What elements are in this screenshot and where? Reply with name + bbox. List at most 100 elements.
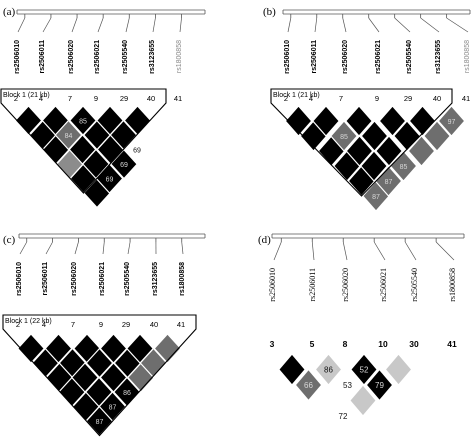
snp-name: rs2506020 [341,268,350,302]
ld-cell [314,353,343,386]
snp-name: rs2506021 [94,40,101,74]
snp-connector [404,241,417,261]
snp-connector [71,17,78,33]
snp-connector [127,241,131,255]
ld-cell [313,384,342,417]
snp-connector [342,241,348,261]
position-number: 4 [42,320,46,329]
ld-cell [384,353,413,386]
snp-connector [152,17,156,33]
ld-cell [150,105,179,136]
position-number: 41 [174,94,182,103]
ld-value: 97 [448,119,456,126]
ld-cell [360,150,388,182]
panel-c: (c) rs2506010 rs2506011 rs2506020 rs2506021 r… [2,233,206,437]
snp-name: rs2506021 [375,40,382,74]
position-number: 7 [339,94,343,103]
position-number: 4 [309,94,313,103]
ld-cell [350,353,378,386]
position-number: 41 [177,320,185,329]
ld-cell [378,105,407,137]
snp-name: rs3123655 [149,40,156,74]
haplotype-block-outline [0,88,167,194]
ld-cell [408,105,437,137]
ld-cell [329,399,357,433]
position-number: 29 [122,320,130,329]
ld-value: 69 [106,176,114,183]
position-number: 2 [16,320,20,329]
ld-cell [312,105,340,137]
ld-cell [349,384,377,417]
position-number: 7 [71,320,75,329]
block-label: Block 1 (21 kb) [3,92,50,99]
snp-connector [42,17,52,33]
ld-value: 87 [109,404,117,411]
ld-value: 86 [123,390,131,397]
snp-name: rs2506010 [284,40,291,74]
position-number: 29 [404,94,412,103]
position-number: 41 [462,94,470,103]
position-number: 9 [94,94,98,103]
panel-a: (a) rs2506010 rs2506011 rs2506020 rs2506021 r… [0,6,206,209]
snp-name: rs2506020 [68,40,75,74]
snp-name: rs1800858 [448,268,457,302]
snp-name: rs2506021 [99,262,106,296]
panel-label: (b) [263,6,276,18]
ld-cell [389,150,418,182]
snp-connector [97,17,104,33]
ld-cell [384,384,413,417]
snp-name: rs1800858 [176,40,183,73]
position-number: 10 [378,339,388,349]
snp-name: rs2506010 [14,40,21,74]
ld-cell [365,368,394,402]
ld-value: 85 [400,164,408,171]
snp-connector [394,17,411,33]
ld-value: 87 [385,179,393,186]
ld-value: 66 [304,381,313,390]
ld-cell [374,165,403,197]
haplotype-block-outline [270,88,453,197]
snp-name: rs2506011 [39,40,46,74]
ld-cell [360,120,389,152]
position-number: 2 [14,94,18,103]
position-number: 29 [120,94,128,103]
snp-name: rs2506020 [342,40,349,74]
panel-label: (a) [3,6,16,18]
haplotype-block-outline [2,314,197,437]
snp-connector [179,17,182,33]
snp-connector [368,17,380,33]
position-number: 9 [99,320,103,329]
snp-connector [102,241,105,255]
ld-value: 85 [79,118,87,125]
snp-name: rs2506011 [308,268,317,301]
ld-value: 87 [372,194,380,201]
snp-connector [273,241,282,261]
snp-connector [435,241,455,261]
snp-name: rs1800858 [179,262,186,296]
snp-name: rs2506021 [379,268,388,302]
snp-connector [420,17,440,33]
position-number: 30 [409,339,419,349]
snp-name: rs2506020 [71,262,78,296]
ld-cell [423,120,451,152]
ld-value: 79 [375,381,384,390]
ld-cell [345,135,374,167]
ld-cell [278,353,306,386]
ld-value: 69 [133,147,141,154]
ld-cell [284,105,313,137]
snp-connector [287,17,292,33]
ld-value: 85 [340,134,348,141]
snp-connector [19,241,28,255]
ld-cell [14,105,43,136]
snp-connector [311,241,315,261]
snp-name: rs1800858 [464,40,471,73]
snp-name: rs2506011 [311,40,318,74]
ld-cell [375,135,403,167]
ld-cell [368,399,396,433]
panel-label: (d) [258,234,271,246]
position-number: 5 [310,339,315,349]
panel-label: (c) [3,234,16,246]
ld-value: 69 [120,162,128,169]
snp-connector [373,241,386,261]
